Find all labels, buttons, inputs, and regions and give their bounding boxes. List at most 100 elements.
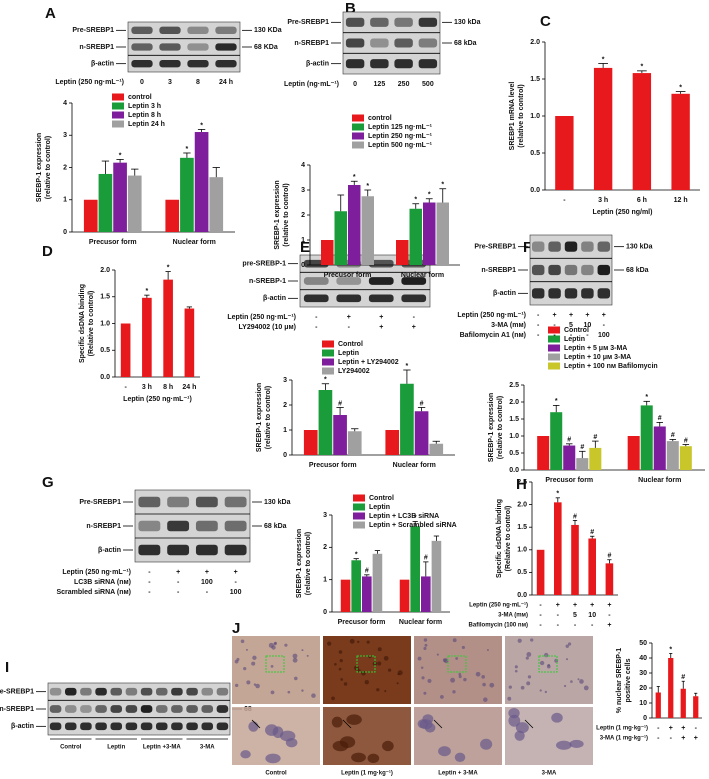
x-tick-label: Nuclear form [173,239,216,246]
y-tick-label: 0 [323,609,327,616]
y-axis-label: (relative to control) [518,84,525,147]
y-tick-label: 0 [63,229,67,236]
nucleus [570,680,573,683]
legend-swatch [353,521,365,529]
bar [348,185,361,265]
blot-band [548,288,561,299]
blot-band [131,43,153,51]
blot-band [564,264,578,276]
x-tick-label: Precusor form [309,462,357,469]
panel-letter: A [45,5,56,22]
blot-band [531,241,545,252]
blot-band [138,520,161,532]
condition-cell: 5 [573,612,577,619]
zoom-box [538,655,558,673]
nucleus [343,682,348,686]
nucleus [565,644,569,648]
legend-label: Leptin + 5 μм 3-MA [564,345,627,352]
legend-swatch [112,111,124,119]
blot-band [418,59,438,69]
nucleus [377,661,382,666]
nucleus [544,652,549,658]
legend-label: Control [369,495,394,502]
condition-label: Scrambled siRNA (nм) [56,589,131,596]
nucleus [376,688,380,692]
nucleus-zoom [279,730,296,742]
y-tick-label: 2 [301,212,305,219]
blot-band [64,705,77,713]
x-axis-label: Leptin (250 ng/ml) [593,209,653,216]
significance-mark: # [593,434,597,441]
significance-mark: # [420,400,424,407]
y-axis-label: SREBP-1 expression [36,133,43,202]
y-axis-label: (relative to control) [305,532,312,595]
nucleus-zoom [351,752,366,763]
condition-cell: - [413,314,416,321]
condition-label: Leptin (1 mg·kg⁻¹) [596,725,648,732]
nucleus [421,676,425,680]
nucleus [530,638,534,642]
y-tick-label: 1.0 [100,320,110,327]
bar [165,199,180,232]
significance-mark: # [580,444,584,451]
blot-band [49,687,62,696]
y-tick-label: 40 [639,655,647,662]
significance-mark: * [146,288,149,295]
bar [588,538,596,595]
nucleus [334,662,337,666]
blot-band [394,59,413,69]
blot-band [597,288,611,299]
nucleus [514,669,518,673]
blot-band [110,687,123,696]
x-tick-label: - [124,384,127,391]
blot-band [155,687,168,696]
blot-row-label: Pre-SREBP1 [79,499,121,506]
bar [423,202,436,265]
condition-label: 3-MA (mм) [498,613,528,619]
group-label: 3-MA [200,745,215,751]
nucleus-zoom [551,712,563,723]
blot-band [201,687,214,696]
bar [431,540,442,612]
nucleus [508,685,512,689]
nucleus [458,672,462,676]
bar [537,436,550,470]
condition-cell: - [537,312,540,319]
bar [120,323,131,377]
bar [361,196,374,265]
condition-cell: - [695,725,698,732]
significance-mark: * [366,183,369,190]
blot-size-label: 130 KDa [254,27,282,34]
nucleus [443,658,449,664]
blot-size-label: 68 kDa [626,267,649,274]
zoom-box [447,655,467,673]
y-tick-label: 2.0 [517,501,527,508]
x-tick-label: Precusor form [324,272,372,279]
nucleus [270,690,275,695]
nucleus-zoom [555,740,572,750]
blot-band [155,705,168,713]
bar [429,443,444,455]
condition-cell: - [148,579,151,586]
nucleus [440,695,444,699]
blot-band [224,520,247,532]
y-tick-label: 2 [283,402,287,409]
bar [668,658,674,718]
blot-size-label: 68 kDa [454,40,477,47]
blot-band [131,60,153,68]
nucleus [234,683,239,688]
blot-band [187,26,209,34]
legend-label: Leptin [338,350,359,357]
blot-band [368,259,394,268]
blot-band [187,43,209,51]
blot-band [597,264,611,276]
blot-row-label: n-SREBP1 [294,40,329,47]
histology-image [414,636,502,704]
condition-cell: - [539,612,542,619]
blot-band [186,687,198,696]
significance-mark: * [406,363,409,370]
blot-band [171,705,183,713]
histology-image [323,636,411,704]
blot-band [401,277,427,285]
x-tick-label: Precusor form [545,477,593,484]
